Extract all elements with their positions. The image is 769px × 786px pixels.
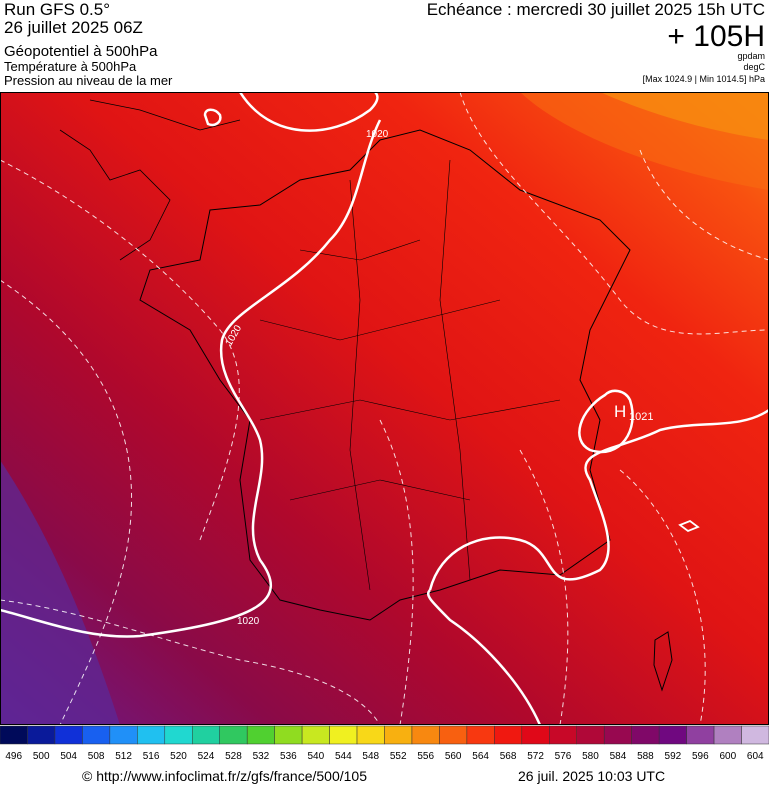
color-swatch (658, 725, 687, 745)
isobars (0, 92, 769, 725)
color-swatch (54, 725, 83, 745)
isobar-label: 1020 (366, 129, 389, 140)
isotherms (0, 92, 769, 725)
colorbar-label: 584 (610, 751, 627, 762)
colorbar-label: 536 (280, 751, 297, 762)
colorbar-label: 500 (33, 751, 50, 762)
color-swatch (576, 725, 605, 745)
source-url: © http://www.infoclimat.fr/z/gfs/france/… (82, 768, 367, 784)
color-swatch (246, 725, 275, 745)
high-pressure-value: 1021 (629, 411, 653, 423)
colorbar-label: 604 (747, 751, 764, 762)
layer-label: Pression au niveau de la mer (4, 73, 173, 88)
unit-label: gpdam (737, 51, 765, 61)
colorbar-label: 560 (445, 751, 462, 762)
color-swatch (274, 725, 303, 745)
color-swatch (219, 725, 248, 745)
color-swatch (631, 725, 660, 745)
valid-time: Echéance : mercredi 30 juillet 2025 15h … (427, 0, 765, 19)
coastline (59, 99, 241, 261)
layer-label: Géopotentiel à 500hPa (4, 43, 158, 60)
colorbar-label: 528 (225, 751, 242, 762)
color-swatch (27, 725, 56, 745)
warm-band (600, 92, 769, 140)
lead-time: + 105H (667, 20, 765, 53)
layer-label: Température à 500hPa (4, 59, 137, 74)
colorbar-label: 540 (307, 751, 324, 762)
isobar-label: 1020 (237, 616, 260, 627)
colorbar-label: 600 (719, 751, 736, 762)
run-date: 26 juillet 2025 06Z (4, 18, 143, 37)
color-swatch (713, 725, 742, 745)
timestamp: 26 juil. 2025 10:03 UTC (518, 768, 665, 784)
color-swatch (466, 725, 495, 745)
colorbar-label: 512 (115, 751, 132, 762)
colorbar-label: 524 (198, 751, 215, 762)
cold-band (0, 460, 120, 725)
color-swatch (301, 725, 330, 745)
high-pressure-marker: H (614, 402, 626, 421)
color-swatch (741, 725, 769, 745)
color-swatch (329, 725, 358, 745)
colorbar-label: 596 (692, 751, 709, 762)
color-swatch (494, 725, 523, 745)
color-swatch (686, 725, 715, 745)
pressure-range: [Max 1024.9 | Min 1014.5] hPa (643, 74, 765, 84)
colorbar-label: 580 (582, 751, 599, 762)
colorbar-label: 496 (5, 751, 22, 762)
colorbar-label: 592 (665, 751, 682, 762)
colorbar-label: 572 (527, 751, 544, 762)
color-swatch (411, 725, 440, 745)
colorbar-label: 564 (472, 751, 489, 762)
temperature-field (0, 92, 769, 725)
region-borders (259, 159, 561, 591)
colorbar-label: 588 (637, 751, 654, 762)
colorbar-label: 504 (60, 751, 77, 762)
color-swatch (603, 725, 632, 745)
colorbar-label: 548 (362, 751, 379, 762)
colorbar-label: 532 (253, 751, 270, 762)
run-title: Run GFS 0.5° (4, 0, 110, 19)
color-swatch (356, 725, 385, 745)
color-swatch (521, 725, 550, 745)
color-swatch (549, 725, 577, 745)
color-swatch (109, 725, 138, 745)
colorbar-label: 576 (555, 751, 572, 762)
unit-label: degC (743, 62, 765, 72)
color-swatch (384, 725, 413, 745)
color-swatch (0, 725, 28, 745)
color-swatch (439, 725, 468, 745)
colorbar-label: 516 (143, 751, 160, 762)
color-swatch (137, 725, 166, 745)
colorbar: 496 500 504 508 512 516 520 524 528 532 536 540 544 5… (0, 725, 769, 762)
corsica (653, 631, 673, 692)
colorbar-label: 556 (417, 751, 434, 762)
color-swatch (82, 725, 111, 745)
colorbar-label: 520 (170, 751, 187, 762)
color-swatch (164, 725, 193, 745)
colorbar-label: 544 (335, 751, 352, 762)
color-swatch (192, 725, 220, 745)
country-outline (139, 129, 631, 621)
colorbar-label: 568 (500, 751, 517, 762)
colorbar-label: 508 (88, 751, 105, 762)
map: 1020 1020 1020 1020 H 1021 (0, 92, 769, 725)
colorbar-label: 552 (390, 751, 407, 762)
